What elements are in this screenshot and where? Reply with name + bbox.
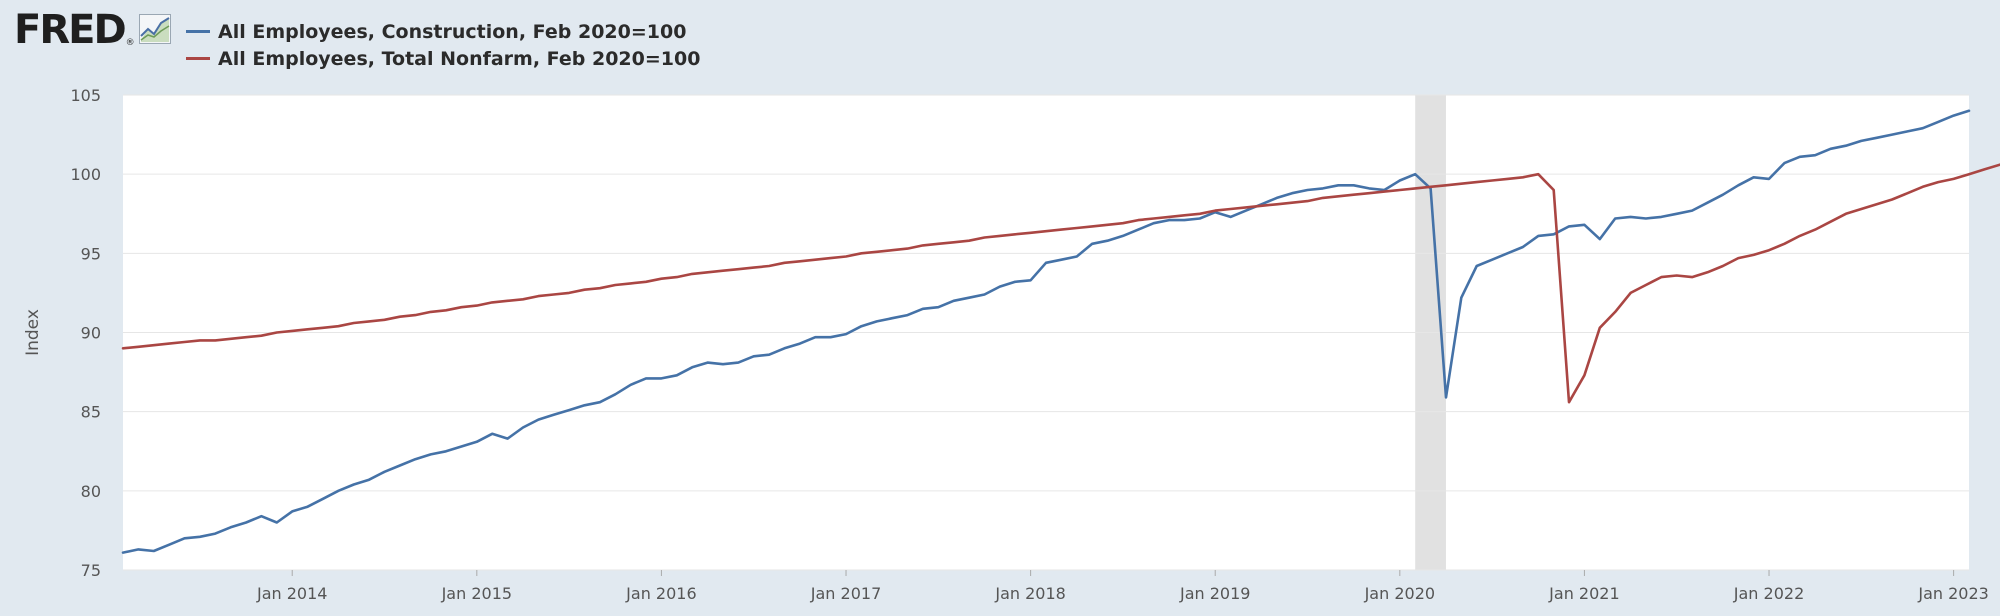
legend-swatch-nonfarm (186, 57, 210, 60)
chart-line-icon (138, 14, 171, 48)
series-layer (121, 109, 2000, 554)
x-tick-label-jan-2022: Jan 2022 (1733, 584, 1804, 603)
fred-logo[interactable]: FRED ® (14, 8, 171, 52)
y-tick-label-90: 90 (81, 324, 101, 343)
chart-legend: All Employees, Construction, Feb 2020=10… (186, 18, 700, 72)
legend-swatch-construction (186, 30, 210, 33)
x-tick-label-jan-2014: Jan 2014 (256, 584, 327, 603)
x-axis-ticks: Jan 2014 Jan 2015 Jan 2016 Jan 2017 Jan 2018… (256, 570, 1989, 603)
legend-item-nonfarm[interactable]: All Employees, Total Nonfarm, Feb 2020=1… (186, 45, 700, 72)
y-tick-label-100: 100 (70, 165, 101, 184)
series-line-1[interactable] (121, 143, 2000, 404)
legend-label-construction: All Employees, Construction, Feb 2020=10… (218, 20, 687, 43)
x-tick-label-jan-2020: Jan 2020 (1364, 584, 1435, 603)
x-tick-label-jan-2021: Jan 2021 (1548, 584, 1619, 603)
x-tick-label-jan-2023: Jan 2023 (1917, 584, 1988, 603)
y-tick-label-75: 75 (81, 561, 101, 580)
y-tick-label-105: 105 (70, 86, 101, 105)
series-line-0[interactable] (121, 109, 1971, 554)
gridlines (123, 94, 1969, 571)
y-tick-label-85: 85 (81, 403, 101, 422)
legend-label-nonfarm: All Employees, Total Nonfarm, Feb 2020=1… (218, 47, 701, 70)
y-tick-label-80: 80 (81, 482, 101, 501)
x-tick-label-jan-2019: Jan 2019 (1179, 584, 1250, 603)
x-tick-label-jan-2017: Jan 2017 (810, 584, 881, 603)
y-axis-title: Index (23, 309, 43, 356)
chart-header: FRED ® All Employees, Construction, Feb … (0, 0, 2000, 90)
y-axis-ticks: 75 80 85 90 95 100 105 (70, 86, 101, 580)
legend-item-construction[interactable]: All Employees, Construction, Feb 2020=10… (186, 18, 700, 45)
x-tick-label-jan-2018: Jan 2018 (994, 584, 1065, 603)
y-tick-label-95: 95 (81, 244, 101, 263)
x-tick-label-jan-2016: Jan 2016 (625, 584, 696, 603)
logo-registered-mark: ® (125, 38, 135, 48)
logo-text: FRED (14, 7, 127, 53)
x-tick-label-jan-2015: Jan 2015 (441, 584, 512, 603)
